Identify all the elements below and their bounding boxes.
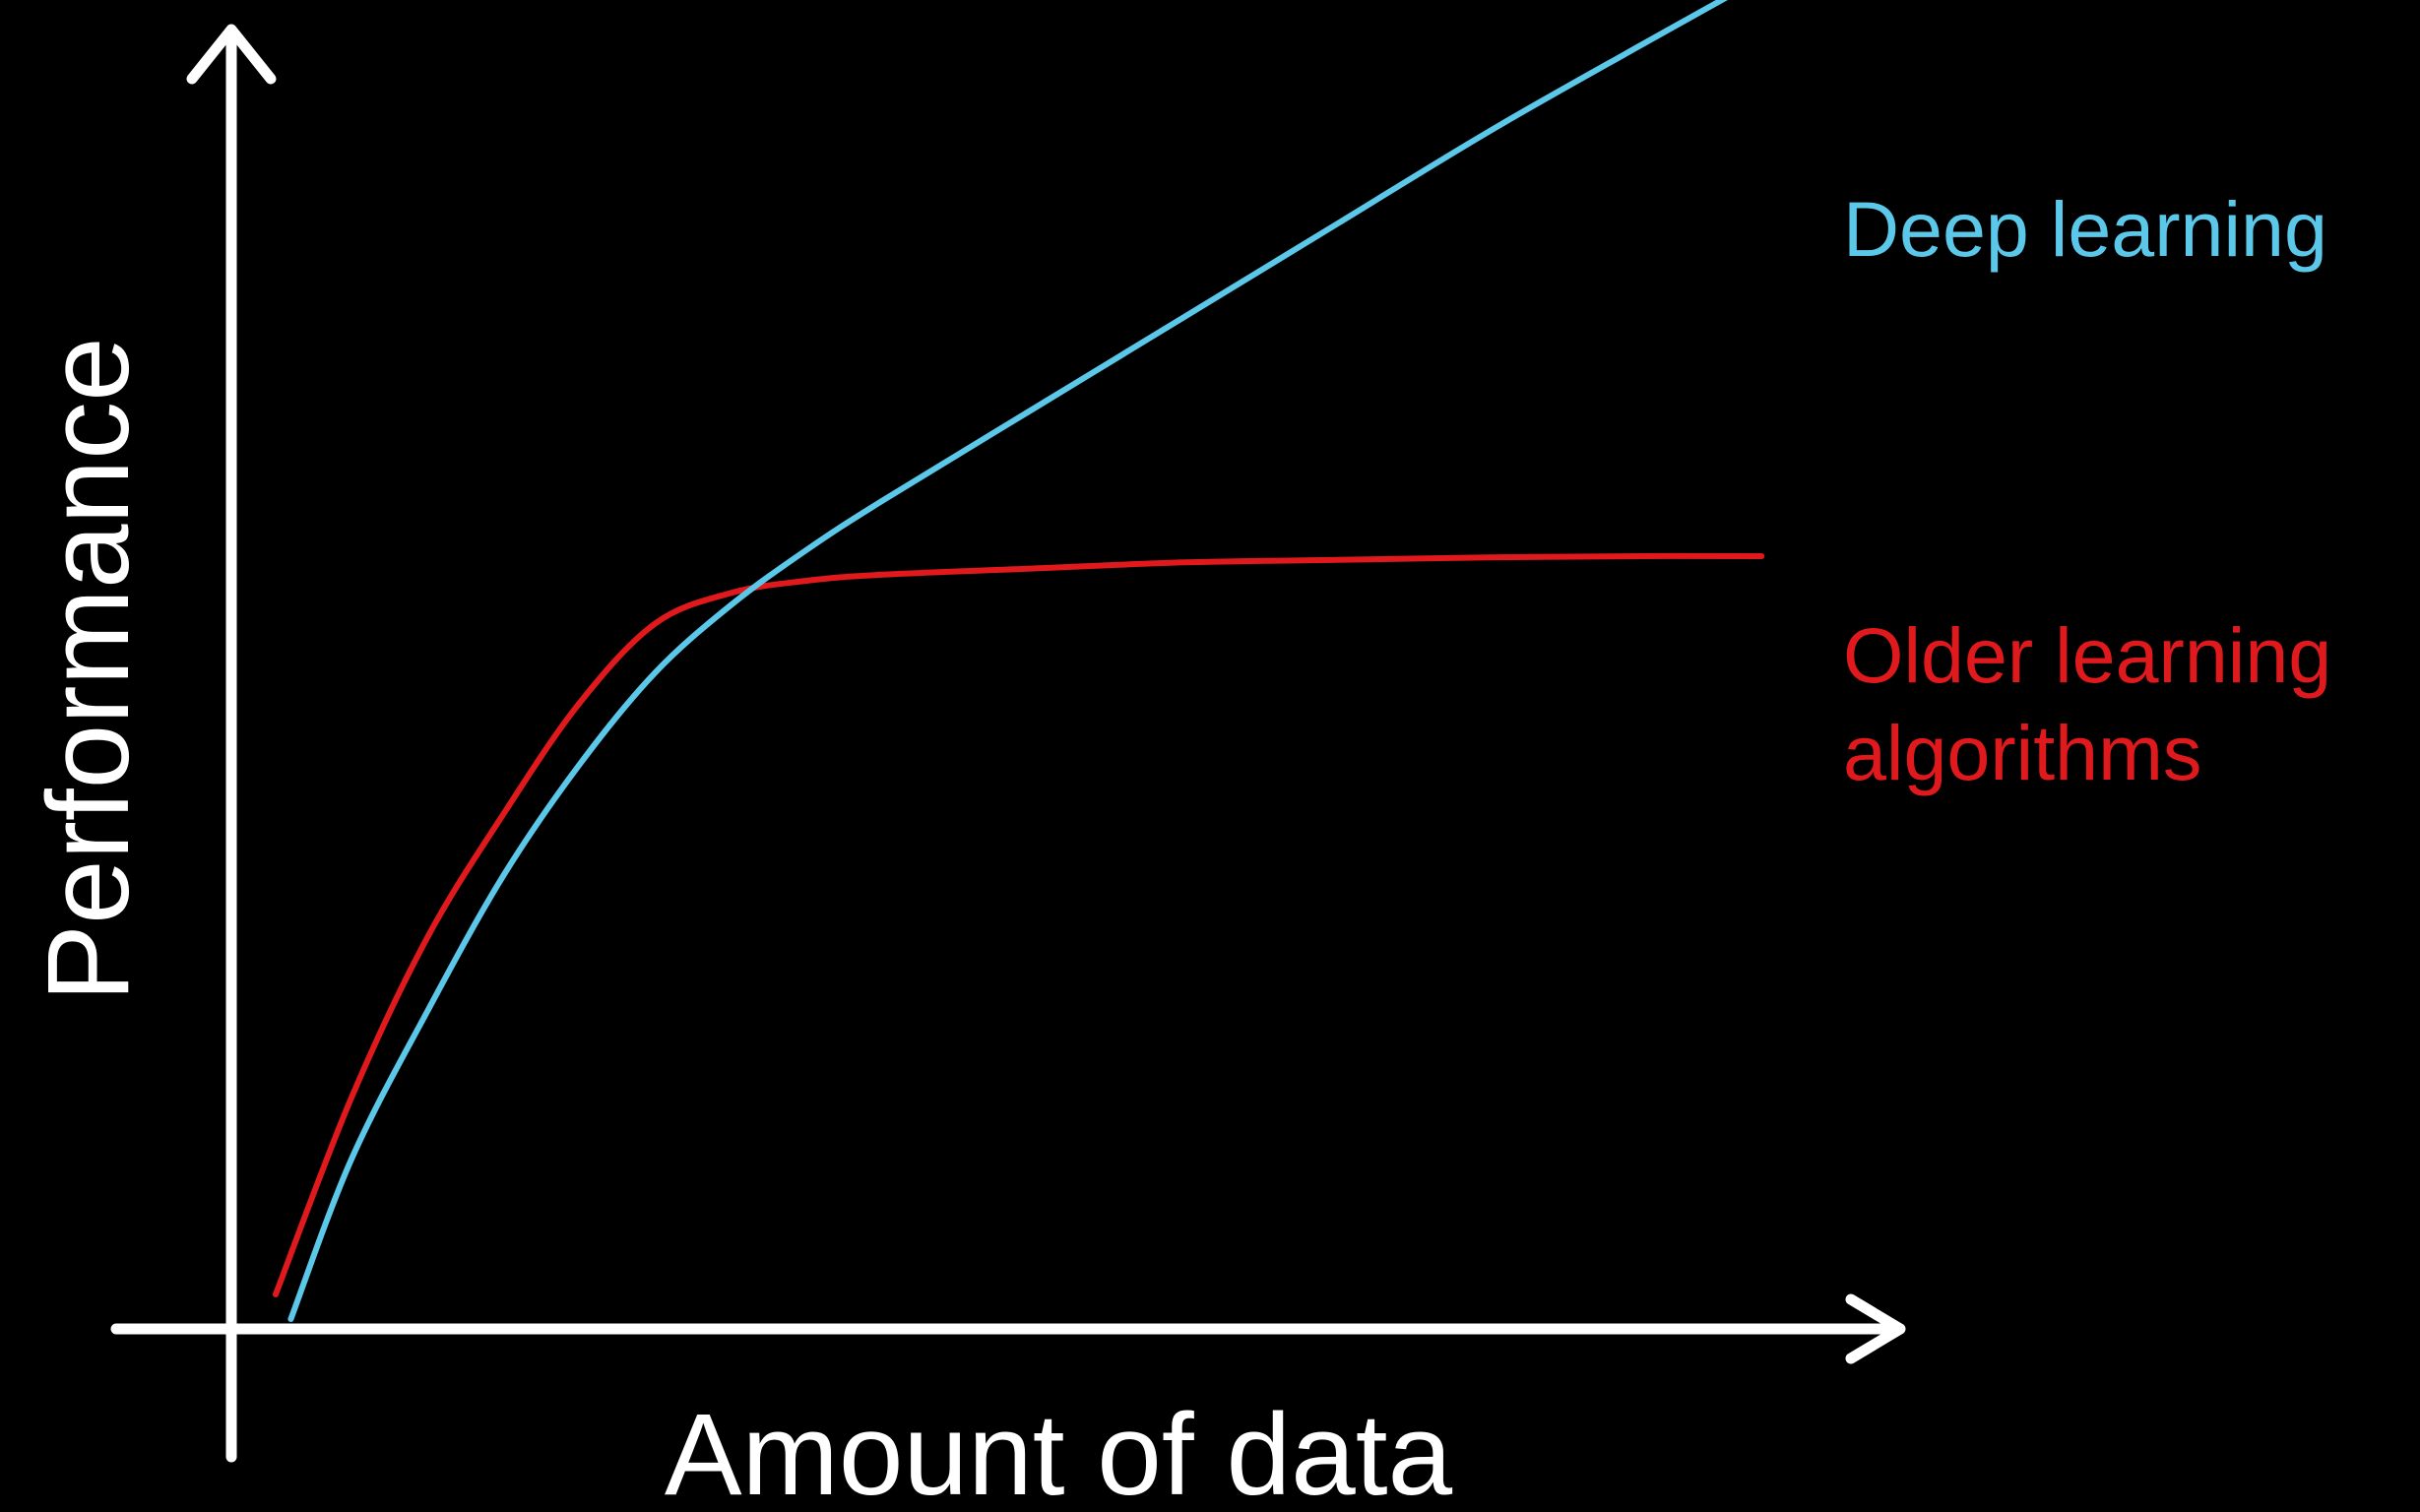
older-learning-label-line1: Older learning [1843, 611, 2331, 699]
older-learning-label-line2: algorithms [1843, 709, 2201, 796]
deep-learning-line [287, 0, 1728, 1322]
older-learning-line [273, 552, 1765, 1297]
y-axis-arrowhead [186, 24, 277, 85]
deep-learning-label: Deep learning [1843, 185, 2327, 273]
x-axis-label: Amount of data [665, 1390, 1453, 1512]
y-axis-label: Performance [24, 337, 154, 1002]
series-layer [273, 0, 1765, 1322]
x-axis-arrowhead [1845, 1293, 1906, 1364]
